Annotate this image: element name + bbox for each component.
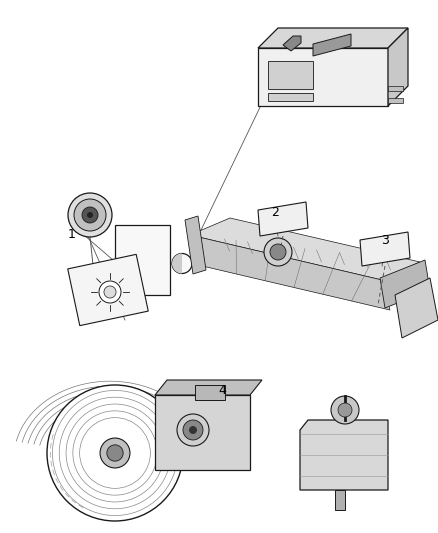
Bar	[155, 395, 250, 470]
Circle shape	[68, 193, 112, 237]
Circle shape	[47, 385, 183, 521]
Text: 3: 3	[381, 235, 389, 247]
Polygon shape	[395, 278, 438, 338]
Circle shape	[82, 207, 98, 223]
Polygon shape	[300, 420, 388, 490]
Circle shape	[104, 286, 116, 298]
Bar	[388, 98, 403, 103]
Circle shape	[99, 281, 121, 303]
Polygon shape	[388, 28, 408, 106]
Bar	[388, 86, 403, 91]
Bar	[195, 385, 225, 400]
Polygon shape	[190, 218, 420, 280]
Circle shape	[270, 244, 286, 260]
Bar	[268, 61, 313, 89]
Polygon shape	[258, 28, 408, 48]
Bar	[268, 93, 313, 101]
Polygon shape	[360, 232, 410, 266]
Polygon shape	[155, 380, 262, 395]
Bar	[335, 490, 345, 510]
Text: 4: 4	[218, 384, 226, 397]
Polygon shape	[68, 254, 148, 326]
Circle shape	[177, 414, 209, 446]
Text: 1: 1	[68, 229, 76, 241]
Polygon shape	[380, 260, 430, 308]
Circle shape	[189, 426, 197, 434]
Polygon shape	[190, 235, 390, 310]
Text: 2: 2	[271, 206, 279, 219]
Wedge shape	[172, 254, 182, 273]
Circle shape	[338, 403, 352, 417]
Bar	[115, 225, 170, 295]
Circle shape	[87, 212, 93, 218]
Circle shape	[264, 238, 292, 266]
Circle shape	[107, 445, 123, 461]
Circle shape	[100, 438, 130, 468]
Polygon shape	[185, 216, 206, 274]
Circle shape	[183, 420, 203, 440]
Polygon shape	[258, 48, 388, 106]
Circle shape	[331, 396, 359, 424]
Circle shape	[172, 254, 192, 273]
Polygon shape	[258, 202, 308, 236]
Polygon shape	[283, 36, 301, 51]
Circle shape	[74, 199, 106, 231]
Polygon shape	[313, 34, 351, 56]
